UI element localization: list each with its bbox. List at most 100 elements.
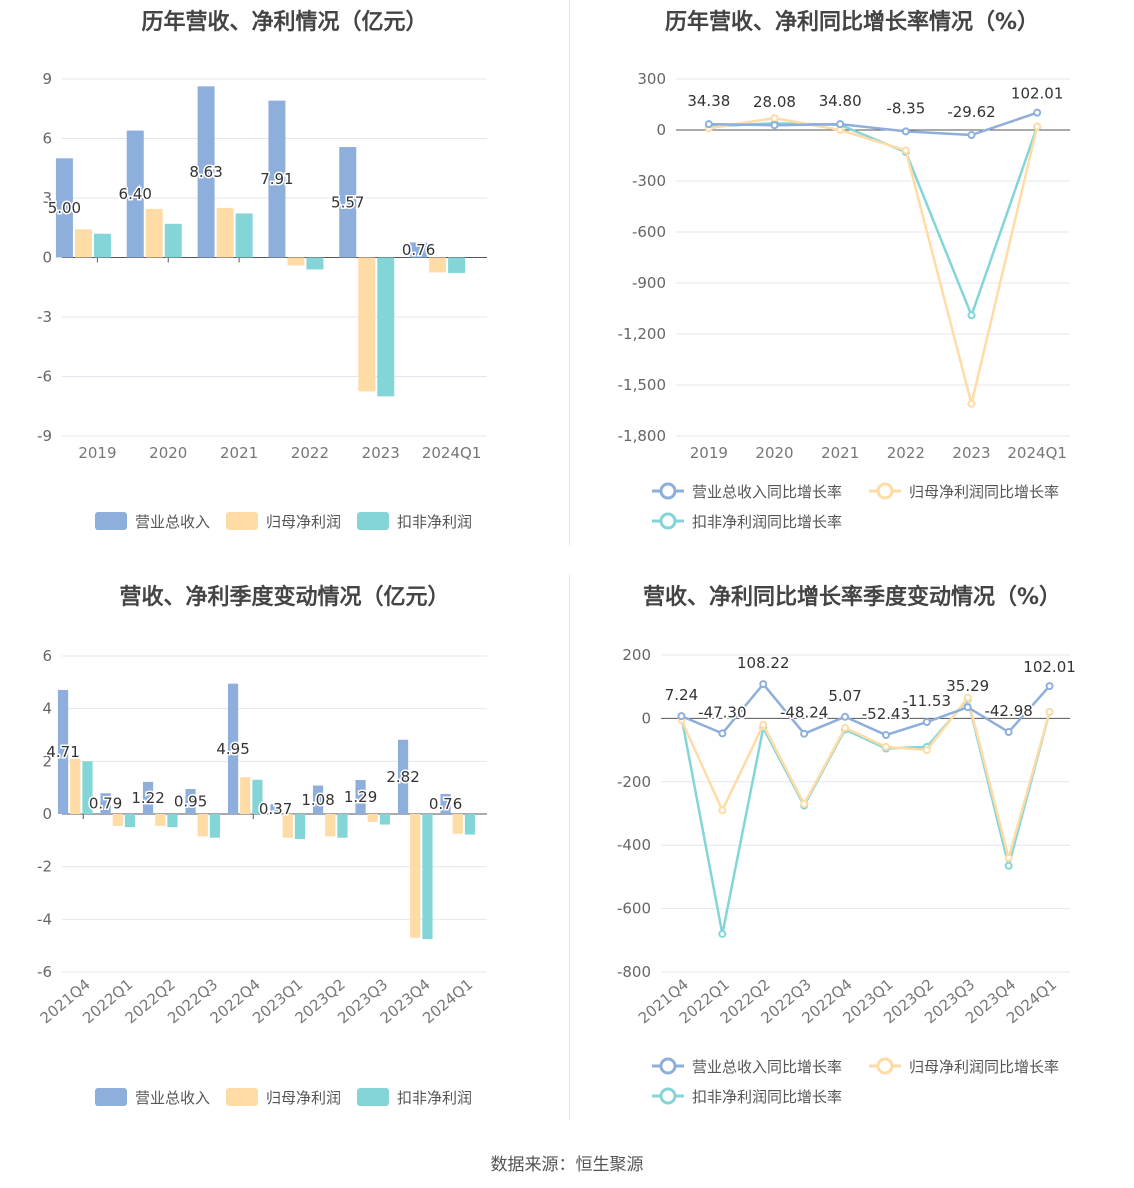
bar	[410, 242, 428, 258]
bar	[197, 814, 208, 837]
data-label: 5.57	[331, 193, 364, 211]
bar	[325, 814, 336, 837]
y-tick-label: -4	[37, 910, 52, 928]
series-line	[708, 116, 1039, 405]
legend-label: 营业总收入	[135, 1089, 210, 1107]
data-point	[881, 742, 890, 751]
data-label: 5.07	[828, 687, 861, 705]
y-tick-label: 9	[42, 70, 52, 88]
data-label: 102.01	[1023, 658, 1076, 676]
bar	[240, 777, 251, 814]
y-tick-label: -1,200	[618, 325, 666, 343]
legend-swatch	[357, 1088, 389, 1106]
data-point	[1004, 728, 1013, 737]
y-tick-label: -600	[617, 900, 651, 918]
data-label: 108.22	[737, 654, 790, 672]
legend-marker	[876, 482, 894, 500]
bar	[164, 223, 182, 258]
x-tick-label: 2024Q1	[422, 444, 482, 462]
legend-label: 归母净利润	[266, 513, 341, 531]
data-point	[1004, 861, 1013, 870]
bar	[367, 814, 378, 822]
legend-marker	[659, 1057, 677, 1075]
y-tick-label: 2	[42, 752, 52, 770]
bar	[197, 86, 215, 258]
data-point	[967, 311, 976, 320]
bar	[464, 814, 476, 835]
bar	[448, 257, 466, 273]
data-label: 8.63	[189, 163, 222, 181]
x-tick-label: 2021	[220, 444, 258, 462]
data-source: 数据来源：恒生聚源	[490, 1155, 644, 1175]
bar	[55, 158, 73, 258]
data-label: 0.76	[429, 795, 462, 813]
data-point	[901, 146, 910, 155]
data-point	[770, 121, 779, 130]
data-point	[759, 720, 768, 729]
bar	[379, 814, 391, 825]
data-point	[922, 746, 931, 755]
legend-marker	[659, 512, 677, 530]
data-point	[963, 703, 972, 712]
data-point	[967, 399, 976, 408]
data-label: 4.95	[216, 740, 249, 758]
quarterly-revenue-profit-panel: 营收、净利季度变动情况（亿元） 6 4 2 0 -2 -4 -6 2021Q4 2022Q1 20…	[0, 575, 569, 1135]
bar	[397, 739, 409, 814]
data-point	[836, 120, 845, 129]
bar	[282, 814, 293, 838]
data-label: -42.98	[984, 702, 1032, 720]
data-label: 5.00	[48, 199, 81, 217]
y-tick-label: 4	[42, 700, 52, 718]
y-tick-label: -1,800	[618, 427, 666, 445]
data-label: 4.71	[46, 743, 79, 761]
quarterly-growth-rate-panel: 营收、净利同比增长率季度变动情况（%） 200 0 -200 -400 -600 -800…	[570, 575, 1134, 1135]
y-tick-label: -400	[617, 836, 651, 854]
bar	[185, 788, 196, 814]
y-tick-label: -9	[37, 427, 52, 445]
panel-divider	[569, 575, 570, 1120]
bar	[100, 793, 111, 814]
legend-label: 扣非净利润	[397, 1089, 472, 1107]
y-tick-label: -6	[37, 368, 52, 386]
y-tick-label: 3	[42, 189, 52, 207]
quarterly-growth-rate-chart: 2000-200-400-600-8002021Q42022Q12022Q220…	[617, 646, 1077, 1106]
bar	[145, 208, 163, 258]
bar	[112, 814, 123, 826]
data-point	[841, 723, 850, 732]
series-line	[708, 121, 1039, 319]
bar	[93, 233, 111, 258]
legend-swatch	[95, 512, 127, 530]
series-line	[680, 696, 1051, 935]
x-tick-label: 2021	[821, 444, 859, 462]
bar	[452, 814, 463, 834]
x-tick-label: 2022	[291, 444, 329, 462]
x-tick-label: 2019	[78, 444, 116, 462]
series-line	[680, 682, 1051, 737]
series-line	[680, 695, 1051, 863]
data-label: 35.29	[946, 677, 989, 695]
data-point	[718, 729, 727, 738]
bar	[74, 229, 92, 258]
y-tick-label: 6	[42, 130, 52, 148]
data-label: 34.80	[819, 92, 862, 110]
data-point	[759, 680, 768, 689]
data-point	[901, 127, 910, 136]
legend-marker	[876, 1057, 894, 1075]
bar	[355, 780, 366, 814]
bar	[358, 257, 376, 392]
bar	[235, 213, 253, 258]
data-point	[1045, 708, 1054, 717]
bar	[422, 814, 433, 940]
data-label: -11.53	[903, 692, 951, 710]
data-point	[718, 929, 727, 938]
data-label: 28.08	[753, 93, 796, 111]
data-label: 0.37	[259, 800, 292, 818]
legend-swatch	[226, 512, 258, 530]
data-point	[718, 806, 727, 815]
legend-label: 归母净利润同比增长率	[909, 483, 1059, 501]
data-point	[1045, 682, 1054, 691]
x-tick-label: 2024Q1	[1007, 444, 1067, 462]
legend-label: 扣非净利润	[397, 513, 472, 531]
bar	[124, 814, 136, 828]
legend-swatch	[226, 1088, 258, 1106]
